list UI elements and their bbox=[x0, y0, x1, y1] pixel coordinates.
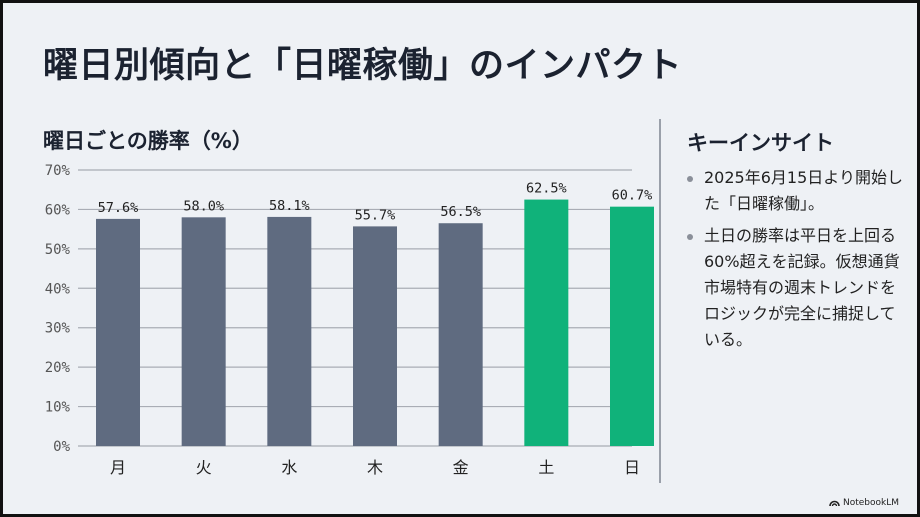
bar-chart: 0% 10% 20% 30% 40% 50% 60% 70% 57.6% 月 58.0% 火 58.1%… bbox=[45, 163, 654, 477]
data-label: 57.6% bbox=[98, 200, 139, 216]
bar bbox=[353, 226, 397, 446]
x-tick-label: 日 bbox=[624, 458, 640, 477]
insight-item: 土日の勝率は平日を上回る60%超えを記録。仮想通貨市場特有の週末トレンドをロジッ… bbox=[685, 223, 910, 353]
brand-name: NotebookLM bbox=[842, 498, 899, 508]
y-tick-label: 10% bbox=[45, 400, 71, 416]
y-tick-label: 30% bbox=[45, 321, 71, 337]
y-tick-label: 60% bbox=[45, 202, 71, 218]
x-tick-label: 木 bbox=[367, 458, 383, 477]
insight-item: 2025年6月15日より開始した「日曜稼働」。 bbox=[685, 165, 910, 217]
bullet-icon bbox=[687, 234, 693, 240]
divider bbox=[659, 119, 661, 483]
data-label: 56.5% bbox=[440, 204, 481, 220]
slide: 曜日別傾向と「日曜稼働」のインパクト 曜日ごとの勝率（%） 0% 10% 20% 30… bbox=[3, 3, 917, 514]
insights-title: キーインサイト bbox=[687, 131, 834, 155]
y-tick-label: 70% bbox=[45, 163, 71, 179]
x-tick-label: 水 bbox=[281, 458, 297, 477]
insight-text: 2025年6月15日より開始した「日曜稼働」。 bbox=[704, 168, 903, 213]
data-label: 62.5% bbox=[526, 181, 567, 197]
data-label: 55.7% bbox=[355, 207, 396, 223]
bar bbox=[610, 206, 654, 446]
data-label: 60.7% bbox=[612, 188, 653, 204]
x-tick-label: 土 bbox=[538, 458, 554, 477]
x-tick-label: 金 bbox=[453, 458, 469, 477]
x-tick-label: 月 bbox=[110, 458, 126, 477]
bar bbox=[524, 199, 569, 446]
x-tick-label: 火 bbox=[196, 458, 212, 477]
bullet-icon bbox=[687, 176, 693, 182]
y-tick-label: 20% bbox=[45, 360, 71, 376]
bar bbox=[267, 216, 312, 446]
data-label: 58.1% bbox=[269, 198, 310, 214]
notebooklm-icon bbox=[829, 500, 840, 507]
y-tick-label: 40% bbox=[45, 281, 71, 297]
bar bbox=[181, 217, 226, 446]
insights-list: 2025年6月15日より開始した「日曜稼働」。 土日の勝率は平日を上回る60%超… bbox=[685, 165, 910, 359]
data-label: 58.0% bbox=[183, 198, 224, 214]
y-tick-label: 0% bbox=[53, 439, 70, 455]
insight-text: 土日の勝率は平日を上回る60%超えを記録。仮想通貨市場特有の週末トレンドをロジッ… bbox=[704, 226, 900, 349]
bar bbox=[96, 218, 140, 446]
bar bbox=[438, 223, 483, 446]
chart-title: 曜日ごとの勝率（%） bbox=[43, 129, 253, 153]
brand-logo: NotebookLM bbox=[829, 498, 899, 508]
y-tick-label: 50% bbox=[45, 242, 71, 258]
slide-title: 曜日別傾向と「日曜稼働」のインパクト bbox=[43, 46, 683, 86]
